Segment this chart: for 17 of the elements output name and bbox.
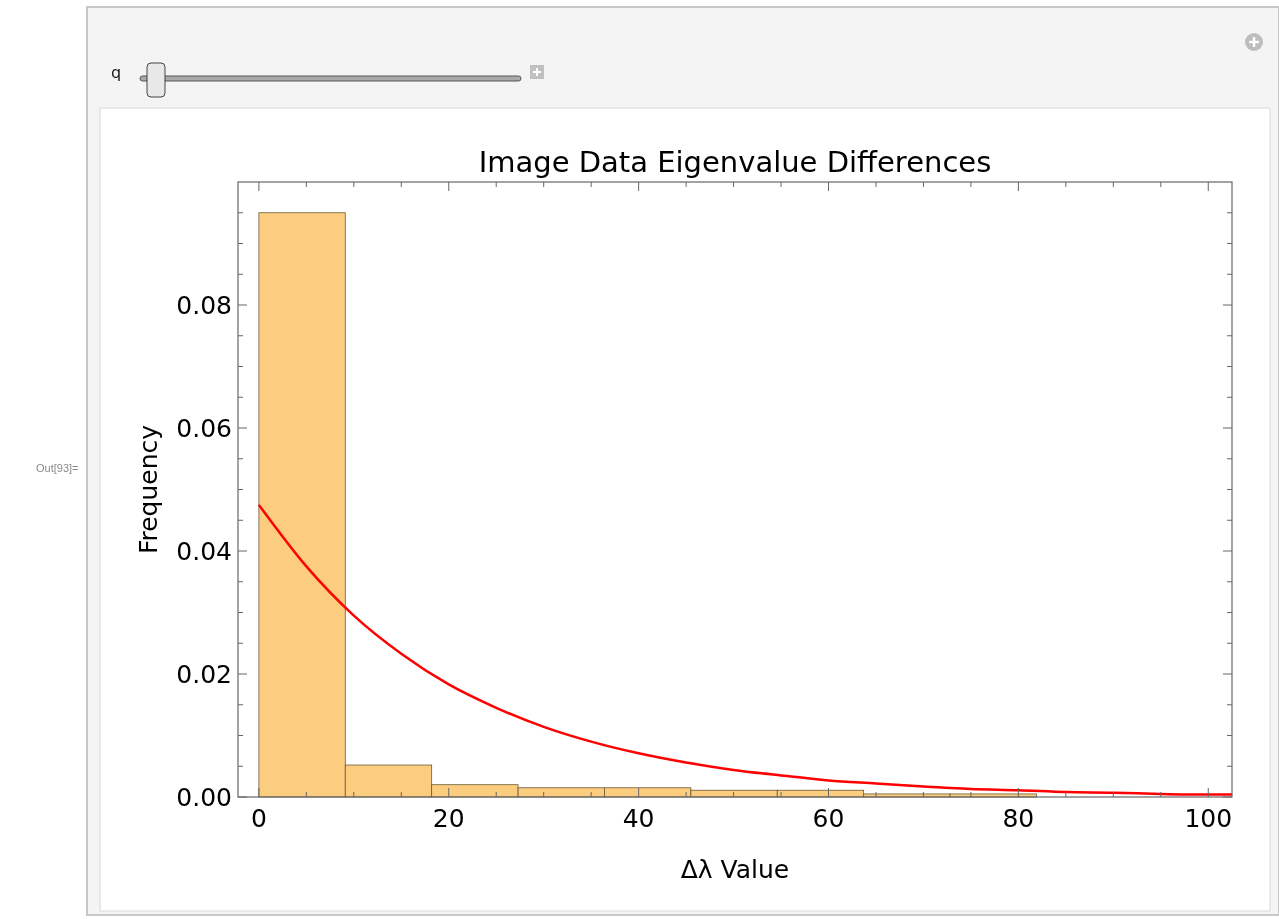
y-tick-label: 0.06 [176,414,232,443]
x-tick-label: 20 [432,804,465,833]
y-tick-label: 0.02 [176,660,232,689]
y-axis-title: Frequency [134,424,163,555]
line-series [257,503,1234,796]
x-tick-label: 100 [1184,804,1233,833]
x-tick-label: 80 [1002,804,1035,833]
y-tick-label: 0.04 [176,537,232,566]
x-tick-label: 0 [250,804,267,833]
text: Out[93]= [36,462,79,474]
text: q [111,63,122,82]
y-tick-label: 0.08 [176,291,232,320]
x-tick-label: 40 [622,804,655,833]
x-tick-label: 60 [812,804,845,833]
y-tick-label: 0.00 [176,783,232,812]
x-axis-title: Δλ Value [680,855,790,884]
chart-title: Image Data Eigenvalue Differences [478,145,992,179]
